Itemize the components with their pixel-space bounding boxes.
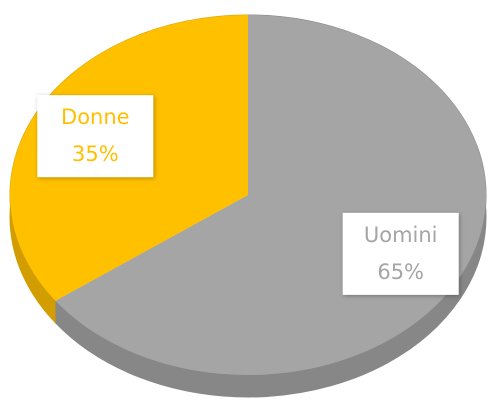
label-box (342, 212, 459, 295)
label-category: Donne (61, 105, 130, 129)
label-category: Uomini (364, 223, 438, 247)
label-value: 65% (377, 260, 424, 284)
label-value: 35% (72, 142, 119, 166)
data-label: Donne 35% (37, 95, 154, 178)
data-label: Uomini 65% (342, 212, 459, 295)
label-box (37, 95, 154, 178)
